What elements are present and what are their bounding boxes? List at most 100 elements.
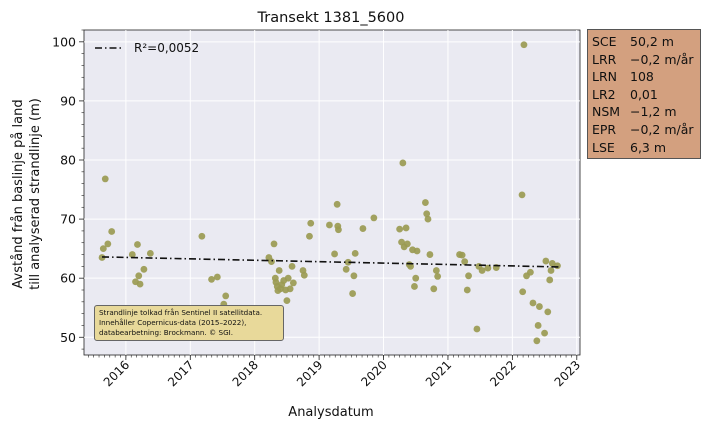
data-point — [484, 264, 492, 272]
x-tick-label: 2022 — [487, 358, 518, 389]
credit-line-1: Strandlinje tolkad från Sentinel II sate… — [99, 308, 263, 317]
data-point — [424, 215, 432, 223]
data-point — [422, 199, 429, 206]
data-point — [546, 276, 554, 284]
data-point — [198, 232, 206, 240]
stat-value: 6,3 m — [630, 139, 667, 155]
data-point — [283, 297, 291, 305]
stat-key: NSM — [592, 104, 621, 120]
stat-key: LRN — [592, 69, 617, 85]
data-point — [478, 267, 486, 274]
data-point — [350, 272, 358, 280]
data-point — [473, 325, 481, 333]
y-axis-label-line1: Avstånd från baslinje på land — [11, 99, 26, 288]
y-tick-label: 80 — [60, 153, 76, 168]
x-tick-label: 2016 — [101, 358, 132, 389]
data-point — [423, 210, 431, 218]
data-point — [403, 240, 411, 248]
legend-label: R²=0,0052 — [134, 41, 199, 55]
credit-line-3: databearbetning: Brockmann. © SGI. — [99, 328, 234, 337]
x-axis-label: Analysdatum — [288, 405, 373, 420]
stat-value: −0,2 m/år — [630, 121, 694, 137]
x-axis: 2016 2017 2018 2019 2020 2021 2022 2023 — [87, 355, 583, 389]
data-point — [208, 275, 215, 283]
y-axis: 50 60 70 80 90 100 — [52, 29, 84, 350]
data-point — [399, 159, 407, 167]
stat-row-lrr: LRR −0,2 m/år — [592, 51, 696, 69]
data-point — [544, 308, 552, 316]
plot-area — [83, 29, 581, 356]
stat-row-sce: SCE 50,2 m — [592, 33, 696, 51]
data-point — [370, 214, 378, 222]
stat-value: −0,2 m/år — [630, 51, 694, 67]
data-point — [533, 337, 541, 345]
data-point — [432, 267, 440, 274]
x-tick-label: 2019 — [294, 358, 325, 389]
x-tick-label: 2017 — [165, 358, 196, 389]
x-tick-label: 2021 — [423, 358, 454, 389]
data-point — [275, 267, 283, 274]
stat-row-nsm: NSM −1,2 m — [592, 103, 696, 121]
stat-row-lr2: LR2 0,01 — [592, 86, 696, 104]
data-point — [536, 303, 543, 310]
y-tick-label: 70 — [60, 212, 76, 227]
data-point — [430, 285, 438, 293]
data-point — [128, 251, 136, 258]
data-point — [518, 191, 526, 199]
data-points — [98, 41, 561, 345]
data-point — [286, 285, 294, 293]
y-tick-label: 50 — [60, 330, 76, 345]
data-point — [270, 240, 278, 248]
stat-key: EPR — [592, 121, 617, 137]
data-point — [548, 260, 556, 267]
data-point — [359, 225, 367, 232]
data-point — [101, 175, 109, 183]
data-credit-box: Strandlinje tolkad från Sentinel II sate… — [94, 305, 284, 341]
data-point — [411, 283, 418, 290]
data-point — [342, 265, 350, 273]
data-point — [412, 274, 420, 282]
stat-row-lrn: LRN 108 — [592, 68, 696, 86]
data-point — [463, 286, 471, 294]
data-point — [461, 258, 469, 266]
data-point — [140, 265, 148, 273]
stat-key: SCE — [592, 34, 617, 49]
stat-row-lse: LSE 6,3 m — [592, 139, 696, 157]
y-tick-label: 60 — [60, 271, 76, 286]
stat-key: LR2 — [592, 86, 616, 102]
stat-value: −1,2 m — [630, 104, 677, 120]
data-point — [407, 262, 414, 270]
data-point — [108, 228, 116, 235]
data-point — [104, 240, 112, 248]
x-tick-label: 2018 — [230, 358, 261, 389]
data-point — [135, 272, 143, 280]
data-point — [344, 258, 352, 266]
stat-value: 108 — [630, 69, 654, 85]
data-point — [268, 258, 275, 266]
data-point — [529, 299, 537, 307]
credit-line-2: Innehåller Copernicus-data (2015–2022), — [99, 318, 247, 327]
data-point — [146, 249, 154, 257]
data-point — [542, 257, 550, 265]
grid-vertical — [125, 30, 578, 355]
y-axis-label-line2: till analyserad strandlinje (m) — [28, 98, 43, 290]
data-point — [519, 288, 527, 296]
data-point — [434, 273, 442, 280]
data-point — [349, 290, 357, 297]
chart-title: Transekt 1381_5600 — [257, 10, 405, 26]
data-point — [402, 224, 410, 232]
data-point — [307, 219, 315, 227]
data-point — [458, 251, 466, 259]
data-point — [527, 268, 534, 276]
y-tick-label: 90 — [60, 93, 76, 108]
x-tick-label: 2023 — [552, 358, 583, 389]
data-point — [222, 292, 230, 300]
stat-value: 0,01 — [630, 86, 658, 102]
data-point — [541, 329, 548, 337]
data-point — [426, 251, 434, 258]
data-point — [547, 267, 555, 274]
data-point — [300, 271, 308, 279]
data-point — [136, 280, 144, 288]
data-point — [465, 272, 472, 280]
data-point — [333, 200, 341, 208]
